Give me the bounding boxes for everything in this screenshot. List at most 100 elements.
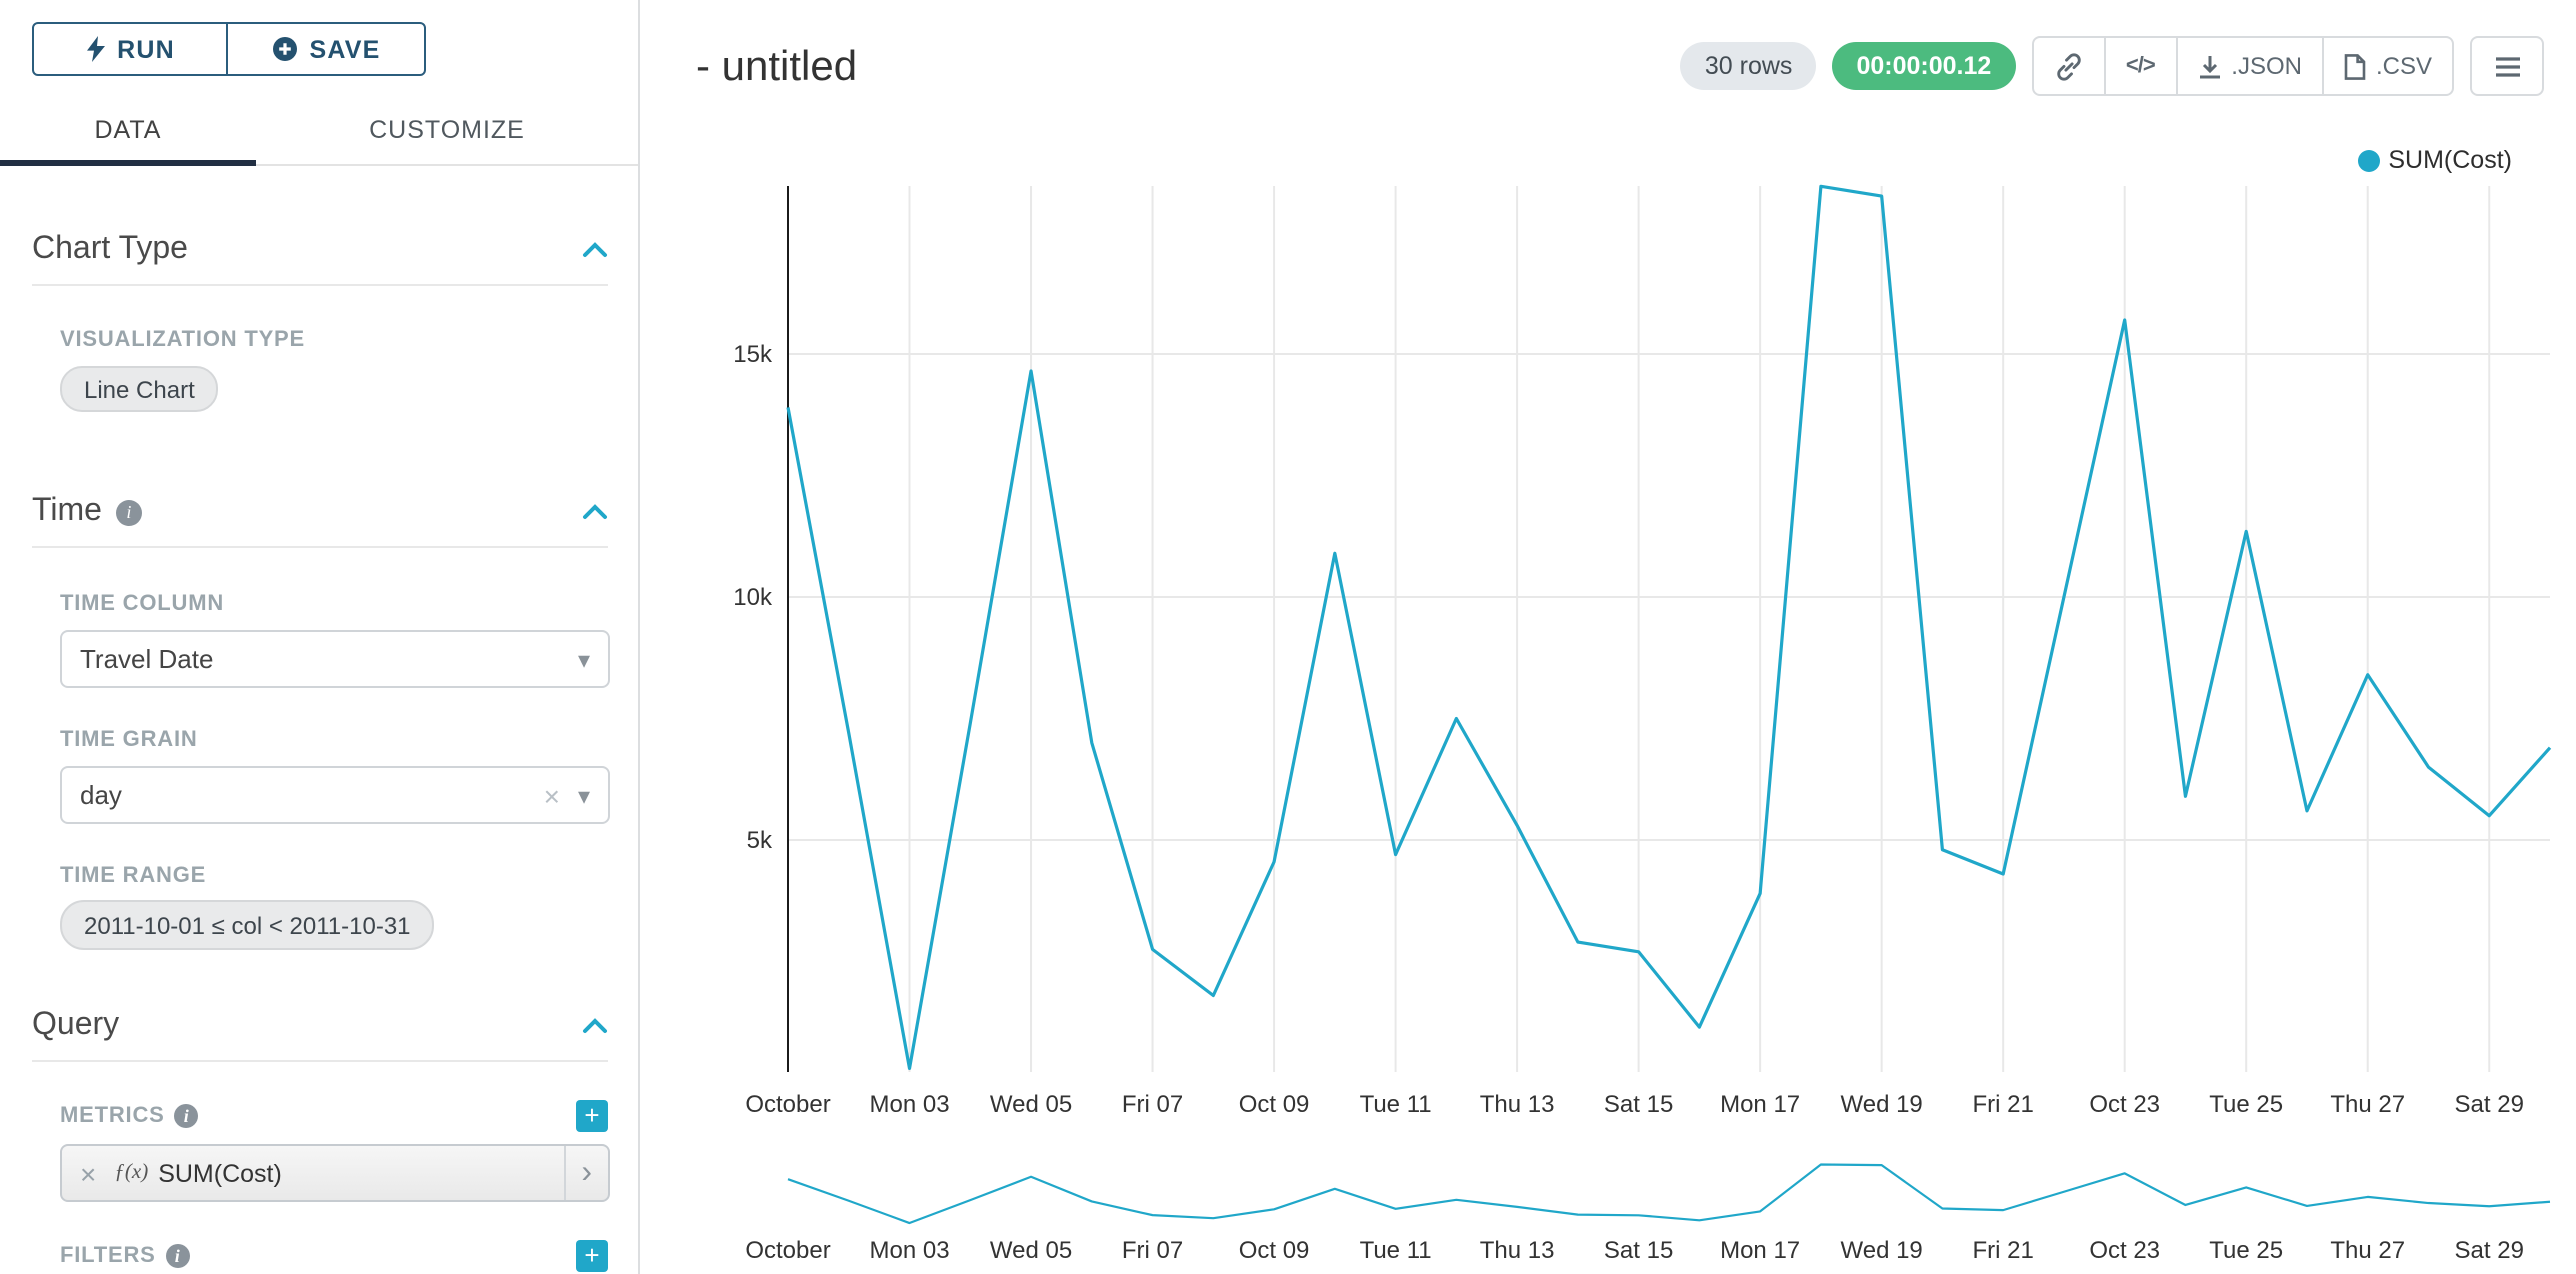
lightning-icon	[86, 36, 105, 62]
export-json-label: .JSON	[2231, 52, 2302, 80]
control-panel: RUN SAVE DATA CUSTOMIZE Chart Type	[0, 0, 640, 1274]
time-column-value: Travel Date	[80, 644, 214, 674]
link-icon	[2056, 52, 2080, 80]
svg-text:Mon 17: Mon 17	[1720, 1237, 1800, 1264]
svg-text:Wed 19: Wed 19	[1841, 1237, 1923, 1264]
query-timer-badge: 00:00:00.12	[1832, 42, 2016, 90]
metrics-label: METRICS	[60, 1104, 165, 1128]
legend-dot-icon	[2358, 149, 2381, 171]
chart-menu-button[interactable]	[2470, 36, 2544, 96]
caret-down-icon: ▾	[577, 645, 590, 673]
time-grain-label: TIME GRAIN	[60, 728, 198, 752]
chart-header-actions: 30 rows 00:00:00.12 </> .J	[1680, 36, 2544, 96]
section-divider	[32, 284, 608, 286]
svg-text:Thu 27: Thu 27	[2330, 1237, 2405, 1264]
time-range-pill[interactable]: 2011-10-01 ≤ col < 2011-10-31	[60, 900, 435, 950]
chevron-up-icon[interactable]	[582, 504, 608, 520]
tab-data[interactable]: DATA	[0, 102, 256, 166]
svg-text:Tue 25: Tue 25	[2209, 1237, 2283, 1264]
svg-text:Sat 15: Sat 15	[1604, 1237, 1673, 1264]
svg-text:15k: 15k	[733, 341, 773, 368]
section-time: Time i TIME COLUMN Travel Date ▾ TIME GR…	[0, 494, 638, 950]
save-button-label: SAVE	[309, 35, 381, 63]
section-title-query: Query	[32, 1008, 120, 1042]
export-button-group: </> .JSON .CSV	[2031, 36, 2454, 96]
chevron-up-icon[interactable]	[582, 1018, 608, 1034]
chevron-right-icon[interactable]: ›	[563, 1146, 608, 1200]
info-icon: i	[174, 1104, 199, 1128]
section-divider	[32, 546, 608, 548]
caret-down-icon: ▾	[577, 781, 590, 809]
section-title-chart-type: Chart Type	[32, 232, 188, 266]
time-range-label: TIME RANGE	[60, 864, 207, 888]
svg-text:Tue 25: Tue 25	[2209, 1091, 2283, 1118]
file-icon	[2344, 53, 2366, 79]
svg-text:Sat 29: Sat 29	[2455, 1237, 2524, 1264]
svg-text:October: October	[745, 1091, 830, 1118]
svg-text:Thu 13: Thu 13	[1480, 1091, 1555, 1118]
svg-text:10k: 10k	[733, 584, 773, 611]
svg-text:Wed 05: Wed 05	[990, 1091, 1072, 1118]
svg-text:Thu 13: Thu 13	[1480, 1237, 1555, 1264]
metrics-label-row: METRICS i +	[60, 1100, 608, 1132]
svg-text:Fri 21: Fri 21	[1972, 1237, 2033, 1264]
svg-text:Oct 09: Oct 09	[1239, 1237, 1310, 1264]
svg-text:5k: 5k	[747, 827, 773, 854]
run-button[interactable]: RUN	[32, 22, 228, 76]
line-chart[interactable]: October October Mon 03 Mon 03 Wed 05 Wed 05 Fr…	[640, 0, 2576, 1274]
svg-text:Oct 09: Oct 09	[1239, 1091, 1310, 1118]
fx-icon: ƒ(x)	[114, 1162, 149, 1184]
svg-text:Tue 11: Tue 11	[1360, 1237, 1432, 1264]
svg-text:Oct 23: Oct 23	[2089, 1237, 2160, 1264]
svg-text:October: October	[745, 1237, 830, 1264]
svg-text:Fri 07: Fri 07	[1122, 1237, 1183, 1264]
section-title-time: Time	[32, 494, 102, 528]
metric-name: SUM(Cost)	[158, 1159, 282, 1187]
menu-icon	[2495, 56, 2519, 76]
tab-customize[interactable]: CUSTOMIZE	[369, 116, 525, 144]
time-column-label: TIME COLUMN	[60, 592, 225, 616]
info-icon: i	[115, 499, 142, 525]
svg-text:Mon 03: Mon 03	[869, 1091, 949, 1118]
download-icon	[2199, 55, 2220, 78]
remove-metric-icon[interactable]: ×	[80, 1157, 97, 1189]
section-divider	[32, 1060, 608, 1062]
viz-type-label: VISUALIZATION TYPE	[60, 328, 306, 352]
metric-pill[interactable]: × ƒ(x) SUM(Cost) ›	[60, 1144, 610, 1202]
export-json-button[interactable]: .JSON	[2175, 36, 2324, 96]
svg-text:Oct 23: Oct 23	[2089, 1091, 2160, 1118]
filters-label: FILTERS	[60, 1244, 156, 1268]
chart-title: - untitled	[696, 44, 858, 90]
legend-item[interactable]: SUM(Cost)	[2358, 146, 2512, 174]
svg-text:Thu 27: Thu 27	[2330, 1091, 2405, 1118]
run-save-button-group: RUN SAVE	[32, 22, 638, 76]
clear-x-icon[interactable]: ×	[543, 779, 560, 811]
svg-text:Sat 15: Sat 15	[1604, 1091, 1673, 1118]
svg-text:Mon 17: Mon 17	[1720, 1091, 1800, 1118]
time-grain-value: day	[80, 780, 122, 810]
save-button[interactable]: SAVE	[226, 22, 426, 76]
rows-count-badge: 30 rows	[1680, 42, 1817, 90]
section-query: Query METRICS i + × ƒ(x) SUM(Cost) ›	[0, 1008, 638, 1272]
legend-label: SUM(Cost)	[2388, 146, 2512, 174]
add-metric-button[interactable]: +	[576, 1100, 608, 1132]
svg-text:Fri 21: Fri 21	[1972, 1091, 2033, 1118]
run-button-label: RUN	[117, 35, 175, 63]
export-csv-label: .CSV	[2375, 52, 2432, 80]
export-csv-button[interactable]: .CSV	[2321, 36, 2454, 96]
add-filter-button[interactable]: +	[576, 1240, 608, 1272]
chart-container: - untitled 30 rows 00:00:00.12 </>	[640, 0, 2576, 1274]
svg-text:Wed 19: Wed 19	[1841, 1091, 1923, 1118]
info-icon: i	[165, 1244, 190, 1268]
chevron-up-icon[interactable]	[582, 242, 608, 258]
time-column-select[interactable]: Travel Date ▾	[60, 630, 610, 688]
section-chart-type: Chart Type VISUALIZATION TYPE Line Chart	[0, 232, 638, 412]
embed-code-button[interactable]: </>	[2103, 36, 2178, 96]
svg-text:Sat 29: Sat 29	[2455, 1091, 2524, 1118]
svg-text:Fri 07: Fri 07	[1122, 1091, 1183, 1118]
time-grain-select[interactable]: day × ▾	[60, 766, 610, 824]
panel-tabs: DATA CUSTOMIZE	[0, 102, 638, 166]
viz-type-pill[interactable]: Line Chart	[60, 366, 219, 412]
code-icon: </>	[2125, 54, 2156, 78]
